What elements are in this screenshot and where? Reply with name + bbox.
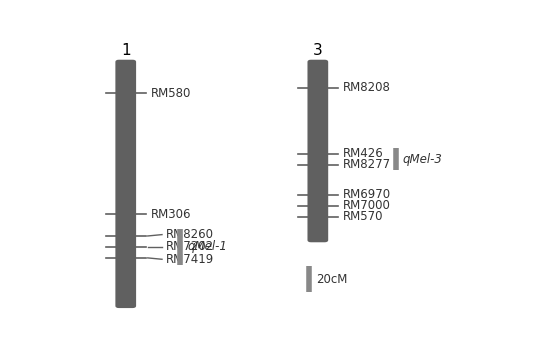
Text: qMel-3: qMel-3 [403,153,443,166]
FancyBboxPatch shape [115,60,136,308]
Text: RM8208: RM8208 [343,82,391,94]
Text: RM306: RM306 [151,208,191,221]
Text: RM7419: RM7419 [167,253,214,266]
Text: RM6970: RM6970 [343,188,391,201]
Text: RM426: RM426 [343,147,384,160]
Text: 1: 1 [121,43,130,58]
Text: RM7000: RM7000 [343,199,391,212]
FancyBboxPatch shape [307,60,328,242]
Text: 20cM: 20cM [316,273,348,286]
Text: RM8277: RM8277 [343,158,391,171]
Text: RM7202: RM7202 [167,240,214,253]
Text: RM570: RM570 [343,210,383,223]
Text: qMel-1: qMel-1 [187,240,227,253]
Text: 3: 3 [313,43,323,58]
Text: RM8260: RM8260 [167,228,214,241]
Text: RM580: RM580 [151,87,191,100]
